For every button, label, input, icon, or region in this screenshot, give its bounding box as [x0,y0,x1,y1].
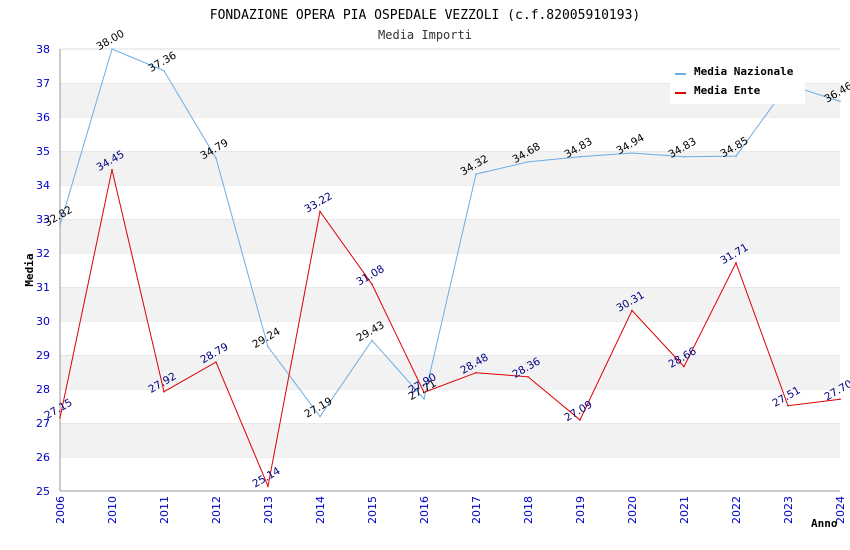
data-point [267,346,269,348]
data-point [475,371,477,374]
data-point [59,224,61,226]
series-line [59,48,841,418]
y-tick-label: 29 [36,349,50,362]
data-point [371,283,373,286]
x-tick-label: 2011 [158,496,171,524]
data-point [111,168,113,171]
grid-bands [60,48,840,491]
x-tick-label: 2014 [314,496,327,524]
data-point [475,173,477,175]
x-tick-label: 2013 [262,496,275,524]
data-point [371,339,373,342]
grid-band [60,185,840,219]
chart-subtitle: Media Importi [378,28,472,42]
y-tick-label: 26 [36,451,50,464]
data-point [423,398,425,400]
y-tick-label: 25 [36,485,50,498]
x-tick-label: 2020 [626,496,639,524]
data-point [319,210,321,213]
y-tick-label: 27 [36,417,50,430]
data-point [215,361,217,363]
x-tick-labels: 2006 2010 2011 2012 2013 2014 2015 2016 2017 2018… [54,496,847,524]
grid-band [60,389,840,423]
y-axis-label: Media [23,253,36,286]
data-point [631,309,633,312]
legend-label-nazionale: Media Nazionale [694,65,794,78]
data-point [163,69,165,72]
data-point [839,398,841,401]
grid-band [60,321,840,355]
data-point [683,365,685,368]
legend-label-ente: Media Ente [694,84,761,97]
y-tick-label: 31 [36,281,50,294]
x-tick-label: 2015 [366,496,379,524]
data-point [683,155,685,158]
y-tick-label: 34 [36,179,50,192]
data-point [215,157,217,159]
x-tick-label: 2022 [730,496,743,524]
grid-band [60,287,840,321]
data-point [631,152,633,154]
data-point [423,391,425,394]
x-tick-label: 2010 [106,496,119,524]
grid-band [60,253,840,287]
grid-band [60,219,840,253]
x-tick-label: 2016 [418,496,431,524]
x-tick-label: 2017 [470,496,483,524]
data-point [111,48,113,50]
x-tick-label: 2023 [782,496,795,524]
y-tick-label: 28 [36,383,50,396]
y-tick-label: 33 [36,213,50,226]
legend-background [670,60,805,104]
data-point [527,375,529,378]
x-tick-label: 2024 [834,496,847,524]
grid-band [60,355,840,389]
x-tick-label: 2021 [678,496,691,524]
data-point [527,161,529,163]
x-axis-label: Anno [811,517,838,530]
legend: Media Nazionale Media Ente [670,60,805,104]
grid-band [60,117,840,151]
y-tick-label: 37 [36,77,50,90]
series-line [59,169,841,488]
y-tick-label: 36 [36,111,50,124]
x-tick-label: 2019 [574,496,587,524]
chart-title: FONDAZIONE OPERA PIA OSPEDALE VEZZOLI (c… [210,8,640,23]
y-tick-label: 38 [36,43,50,56]
grid-band [60,457,840,491]
data-point [59,417,61,419]
data-point [579,155,581,158]
x-tick-label: 2006 [54,496,67,524]
x-tick-label: 2018 [522,496,535,524]
data-point [579,419,581,421]
data-point [839,100,841,103]
data-point [319,415,321,418]
y-tick-label: 30 [36,315,50,328]
data-point [787,404,789,407]
grid-band [60,423,840,457]
data-point [163,390,165,393]
y-tick-label: 35 [36,145,50,158]
y-tick-label: 32 [36,247,50,260]
x-tick-label: 2012 [210,496,223,524]
data-point [267,485,269,488]
data-point [735,155,737,157]
data-point [735,262,737,264]
y-tick-labels: 25 26 27 28 29 30 31 32 33 34 35 36 37 38 [36,43,50,498]
